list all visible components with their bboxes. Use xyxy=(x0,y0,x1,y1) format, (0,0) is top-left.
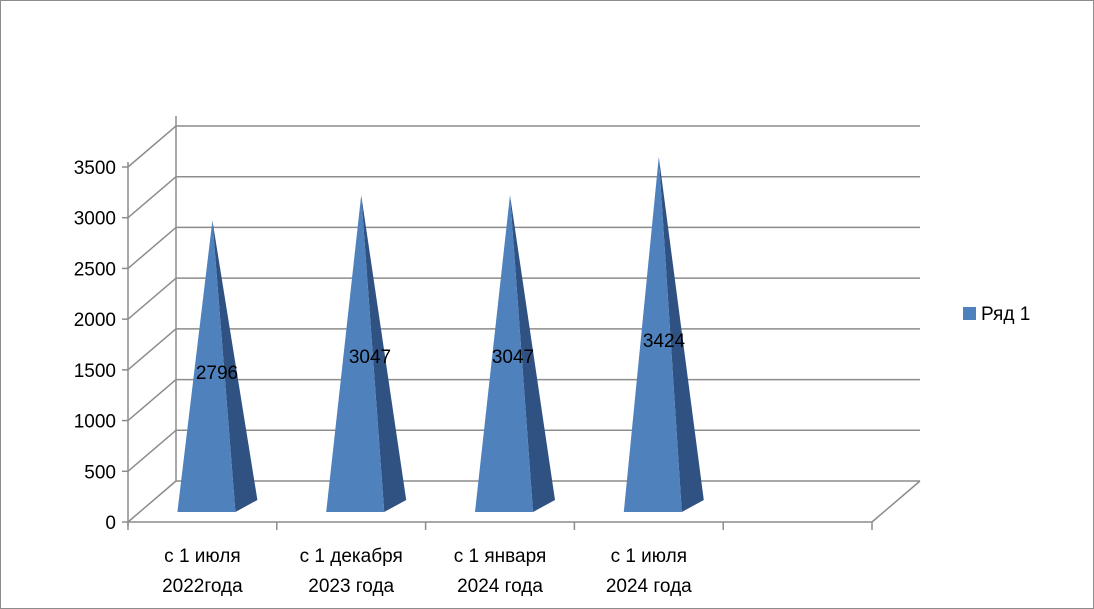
y-tick-label: 3500 xyxy=(74,158,116,179)
y-tick-label: 0 xyxy=(105,513,116,534)
data-label: 2796 xyxy=(196,363,238,384)
bar-side-face xyxy=(510,194,555,512)
data-labels: 2796 3047 3047 3424 xyxy=(196,331,686,384)
bar-side-face xyxy=(658,156,704,513)
bar xyxy=(475,194,533,512)
floor-right-edge xyxy=(871,480,921,523)
legend-swatch xyxy=(963,307,976,320)
y-tick-label: 1500 xyxy=(74,361,116,382)
y-axis-ticks: 0 500 1000 1500 2000 2500 3000 3500 xyxy=(74,158,128,534)
legend-label: Ряд 1 xyxy=(981,304,1030,325)
x-tick-label: с 1 января xyxy=(454,546,547,567)
x-tick-label: 2023 года xyxy=(308,576,394,597)
gridlines xyxy=(127,125,920,523)
side-gridline xyxy=(127,125,177,168)
side-gridline xyxy=(127,379,177,422)
bar xyxy=(326,194,385,512)
bar xyxy=(623,156,682,513)
bar-side-face xyxy=(361,194,407,512)
y-tick-label: 500 xyxy=(84,462,116,483)
series-bars xyxy=(177,156,704,513)
x-axis-ticks: с 1 июля 2022года с 1 декабря 2023 года с 1 … xyxy=(127,522,873,597)
x-tick-label: 2024 года xyxy=(457,576,543,597)
data-label: 3047 xyxy=(349,347,391,368)
data-label: 3424 xyxy=(643,331,686,352)
x-tick-label: 2024 года xyxy=(606,576,692,597)
data-label: 3047 xyxy=(492,347,534,368)
x-tick-label: 2022года xyxy=(162,576,243,597)
x-tick-label: с 1 июля xyxy=(164,546,240,567)
y-tick-label: 2500 xyxy=(74,259,116,280)
bar-side-face xyxy=(212,220,258,513)
side-gridline xyxy=(127,226,177,269)
y-tick-label: 2000 xyxy=(74,310,116,331)
y-tick-label: 1000 xyxy=(74,412,116,433)
side-gridline xyxy=(127,176,177,219)
side-gridline xyxy=(127,328,177,371)
y-tick-label: 3000 xyxy=(74,209,116,230)
side-gridline xyxy=(127,429,177,472)
side-gridline xyxy=(127,480,177,523)
bar xyxy=(177,220,236,513)
x-tick-label: с 1 декабря xyxy=(300,546,403,567)
side-gridline xyxy=(127,277,177,320)
axes xyxy=(127,162,921,526)
legend: Ряд 1 xyxy=(963,304,1030,325)
x-tick-label: с 1 июля xyxy=(611,546,687,567)
